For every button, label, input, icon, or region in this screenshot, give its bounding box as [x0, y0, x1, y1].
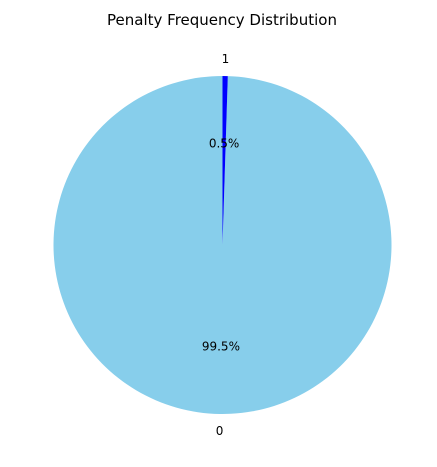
- pie-slice-1: [222, 76, 228, 245]
- pie-slice-0: [53, 76, 392, 415]
- slice-percent-label: 99.5%: [202, 339, 240, 353]
- slice-percent-label: 0.5%: [209, 137, 240, 151]
- pie-slices: [53, 76, 392, 415]
- chart-title: Penalty Frequency Distribution: [107, 11, 337, 29]
- slice-category-label: 1: [222, 52, 230, 66]
- pie-labels: 0 99.5% 1 0.5%: [202, 52, 240, 438]
- slice-category-label: 0: [216, 424, 224, 438]
